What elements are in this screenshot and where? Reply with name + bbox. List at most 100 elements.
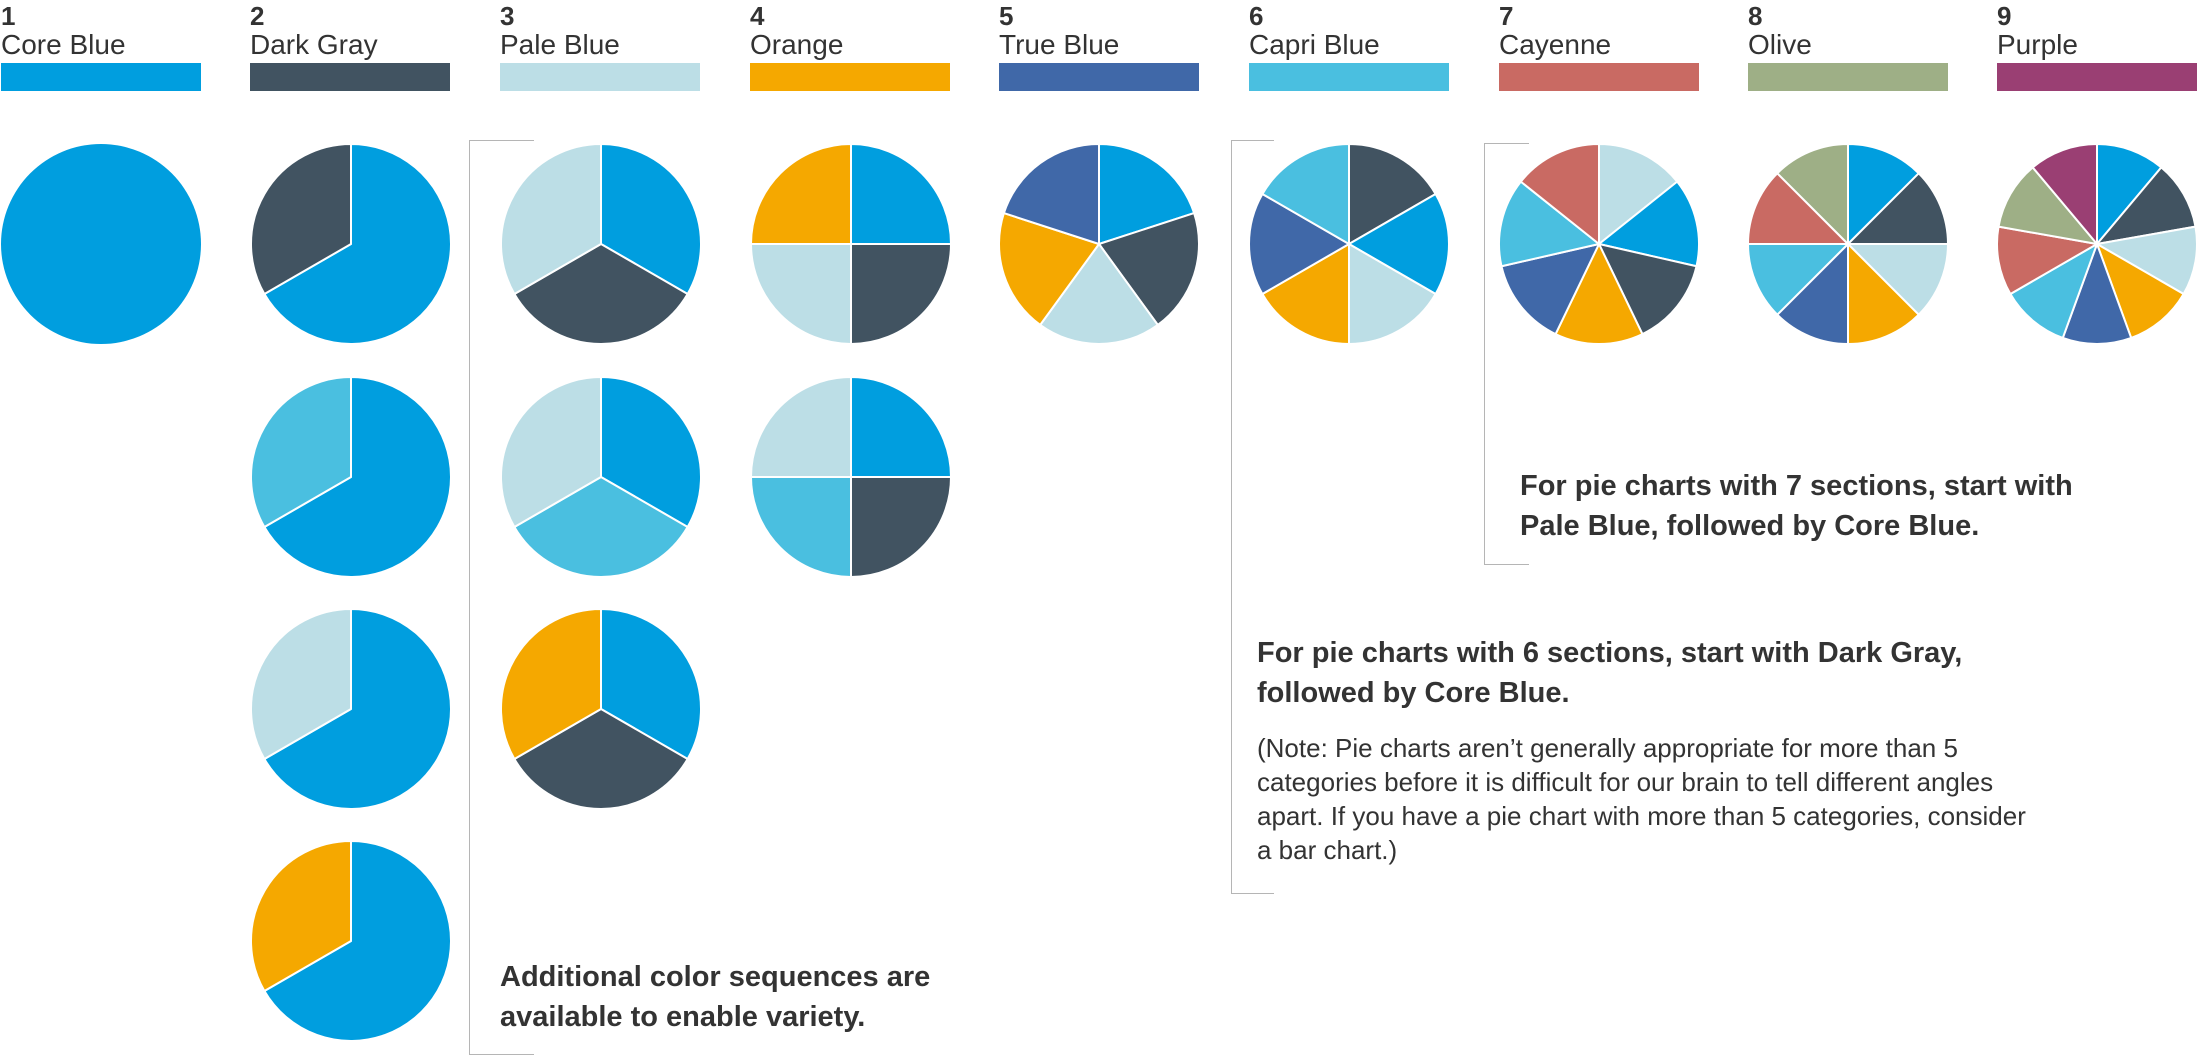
pie-slice (1348, 143, 1437, 245)
pie-slice (263, 143, 452, 345)
pie-slice (850, 143, 952, 245)
pie-slice (1261, 143, 1350, 245)
pie-slice (1098, 143, 1196, 245)
swatch-name: Capri Blue (1249, 29, 1380, 60)
pie-2-2 (250, 376, 452, 578)
pie-slice (1500, 243, 1600, 336)
swatch-number: 5 (999, 1, 1014, 31)
bracket-additional (469, 140, 534, 1055)
pie-slice (513, 243, 689, 345)
pie-1-1 (1, 144, 201, 344)
swatch-5: 5 True Blue (999, 2, 1199, 91)
pie-slice (750, 143, 852, 245)
pie-slice (500, 608, 602, 760)
pie-slice (500, 376, 602, 528)
pie-slice (600, 376, 702, 528)
pie-slice (1747, 243, 1849, 316)
pie-slice (1261, 243, 1350, 345)
pie-slice (250, 143, 352, 295)
swatch-name: Cayenne (1499, 29, 1612, 60)
note-additional: Additional color sequences are available… (500, 961, 931, 1033)
pie-slice (2096, 166, 2197, 245)
pie-5-1 (997, 143, 1201, 345)
pie-slice (1554, 243, 1644, 345)
pie-slice (2096, 225, 2198, 295)
pie-slice (850, 243, 952, 345)
swatch-name: Orange (750, 29, 844, 60)
pie-2-4 (250, 840, 452, 1042)
pie-slice (250, 608, 352, 760)
swatch-bar (999, 63, 1199, 91)
pie-slice (1598, 143, 1679, 245)
swatch-bar (750, 63, 950, 91)
pie-9-1 (1996, 143, 2198, 345)
pie-slice (1002, 143, 1100, 245)
pie-slice (1847, 243, 1949, 316)
pie-slice (2009, 243, 2098, 339)
pie-slice (1348, 193, 1450, 295)
pie-slice (750, 476, 852, 578)
swatch-name: Purple (1997, 29, 2078, 60)
pie-slice (1847, 143, 1920, 245)
swatch-bar (250, 63, 450, 91)
pie-slice (513, 708, 689, 810)
swatch-bar (1748, 63, 1948, 91)
pie-6-1 (1248, 143, 1450, 345)
pie-slice (1598, 180, 1700, 268)
swatch-number: 1 (1, 1, 16, 31)
swatch-9: 9 Purple (1997, 2, 2197, 91)
swatch-1: 1 Core Blue (1, 2, 201, 91)
pie-slice (1598, 243, 1698, 336)
note-six-sections-caveat: (Note: Pie charts aren’t generally appro… (1257, 733, 2026, 865)
bracket-seven-sections (1484, 143, 1529, 565)
pie-slice (600, 608, 702, 760)
pie-slice (997, 212, 1100, 326)
pie-slice (2031, 143, 2098, 245)
pie-slice (1776, 143, 1849, 245)
pie-slice (1, 144, 201, 344)
pie-2-1 (250, 143, 452, 345)
swatch-number: 4 (750, 1, 765, 31)
swatch-number: 3 (500, 1, 515, 31)
swatch-number: 2 (250, 1, 265, 31)
pie-3-2 (500, 376, 702, 578)
swatch-name: True Blue (999, 29, 1120, 60)
swatch-name: Olive (1748, 29, 1812, 60)
pie-slice (1098, 212, 1201, 326)
swatch-6: 6 Capri Blue (1249, 2, 1449, 91)
pie-slice (263, 608, 452, 810)
note-seven-sections: For pie charts with 7 sections, start wi… (1520, 470, 2073, 542)
pie-slice (263, 376, 452, 578)
swatch-4: 4 Orange (750, 2, 950, 91)
pie-4-1 (750, 143, 952, 345)
swatch-8: 8 Olive (1748, 2, 1948, 91)
pie-slice (2096, 243, 2185, 339)
pie-slice (513, 476, 689, 578)
pie-slice (250, 376, 352, 528)
swatch-bar (1997, 63, 2197, 91)
bracket-six-sections (1231, 140, 1274, 894)
pie-3-3 (500, 608, 702, 810)
pie-slice (263, 840, 452, 1042)
pie-slice (850, 376, 952, 478)
pie-slice (1348, 243, 1437, 345)
pie-7-1 (1498, 143, 1700, 345)
swatch-number: 8 (1748, 1, 1763, 31)
pie-8-1 (1747, 143, 1949, 345)
swatch-bar (500, 63, 700, 91)
swatch-name: Pale Blue (500, 29, 620, 60)
pie-2-3 (250, 608, 452, 810)
pie-slice (2096, 143, 2163, 245)
pie-slice (1776, 243, 1849, 345)
pie-slice (600, 143, 702, 295)
swatch-number: 6 (1249, 1, 1264, 31)
swatch-name: Dark Gray (250, 29, 378, 60)
pie-slice (1498, 180, 1600, 268)
pie-slice (500, 143, 602, 295)
swatch-2: 2 Dark Gray (250, 2, 450, 91)
swatch-3: 3 Pale Blue (500, 2, 700, 91)
pie-slice (750, 376, 852, 478)
pie-slice (1997, 166, 2098, 245)
